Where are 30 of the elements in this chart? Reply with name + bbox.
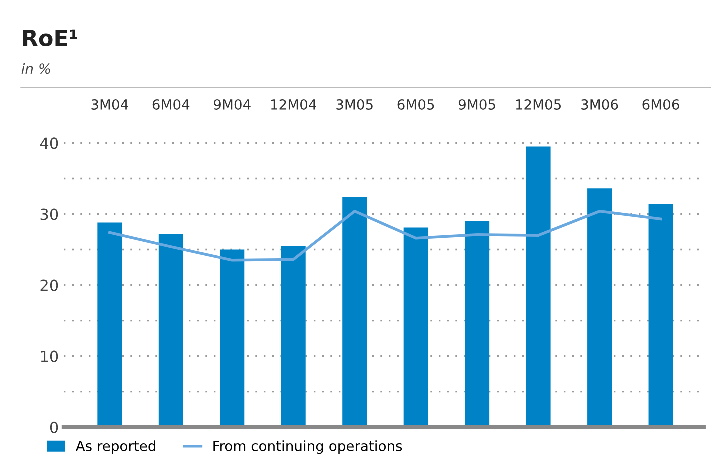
y-tick-label: 20 xyxy=(40,280,58,292)
bar xyxy=(158,234,184,428)
x-tick-label: 12M04 xyxy=(271,99,317,110)
bar xyxy=(465,221,490,428)
x-tick-label: 3M06 xyxy=(582,99,618,110)
bar xyxy=(648,204,674,428)
bar xyxy=(342,197,368,428)
x-tick-label: 3M05 xyxy=(336,99,373,110)
bar xyxy=(281,246,306,428)
x-tick-label: 6M04 xyxy=(152,99,190,110)
y-tick-label: 0 xyxy=(50,422,58,434)
y-tick-label: 10 xyxy=(41,350,58,362)
x-tick-label: 6M06 xyxy=(642,99,680,110)
chart-title: RoE¹ xyxy=(23,30,78,47)
bar xyxy=(220,250,245,428)
line-series xyxy=(108,210,662,262)
x-tick-label: 6M05 xyxy=(398,99,434,110)
y-tick-label: 40 xyxy=(40,138,58,150)
legend-label: As reported xyxy=(76,440,156,454)
x-tick-label: 9M04 xyxy=(214,99,251,110)
bar xyxy=(588,188,612,428)
x-tick-label: 9M05 xyxy=(458,99,496,110)
x-tick-label: 12M05 xyxy=(516,99,562,110)
bar xyxy=(404,228,428,428)
y-tick-label: 30 xyxy=(40,208,58,220)
legend-label: From continuing operations xyxy=(214,440,402,454)
x-tick-label: 3M04 xyxy=(92,99,128,110)
chart-subtitle: in % xyxy=(22,63,50,74)
bar xyxy=(526,146,551,428)
bar xyxy=(98,222,122,428)
